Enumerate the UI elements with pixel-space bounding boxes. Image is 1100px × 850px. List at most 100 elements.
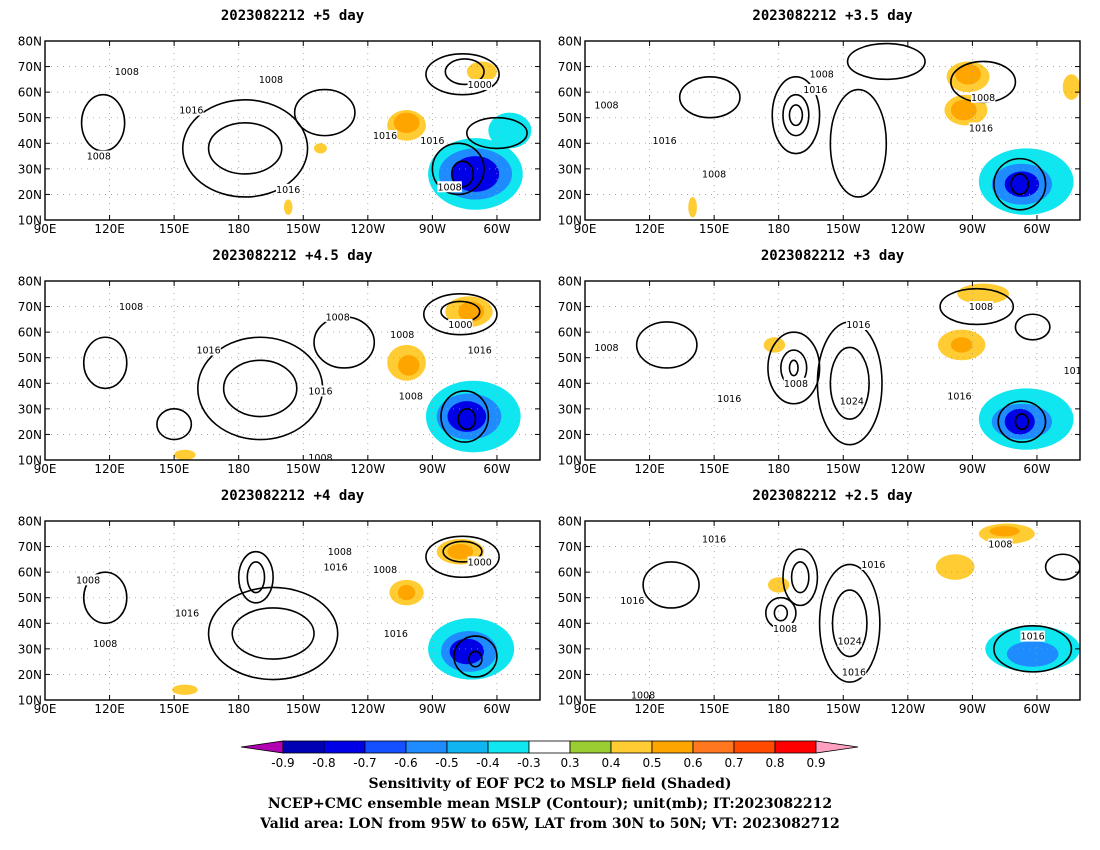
x-tick-label: 120W (890, 222, 925, 236)
caption-line-2: NCEP+CMC ensemble mean MSLP (Contour); u… (267, 796, 833, 812)
panel-3: 2023082212 +4.5 day 1008 1008 1008 1000 1016 1… (18, 248, 541, 476)
y-tick-label: 20N (558, 428, 582, 442)
y-tick-label: 20N (18, 428, 42, 442)
contour-label-bg (93, 638, 118, 650)
contour-label-bg (1063, 365, 1080, 376)
contour-label-bg (839, 395, 865, 407)
sensitivity-shade (1004, 408, 1035, 435)
contour-label: 1016 (620, 596, 644, 607)
sensitivity-shade (587, 579, 596, 606)
y-tick-label: 80N (558, 515, 582, 529)
x-tick-label: 90W (419, 222, 446, 236)
contour-label-bg (258, 73, 284, 85)
y-tick-label: 30N (558, 642, 582, 656)
panel-4: 2023082212 +3 day 1008 1016 1008 1008 1016 102… (558, 248, 1081, 476)
contour-label: 1016 (276, 185, 300, 196)
sensitivity-shade (955, 64, 982, 85)
y-tick-label: 30N (558, 162, 582, 176)
mslp-contour (782, 548, 819, 607)
x-tick-label: 90W (419, 462, 446, 476)
y-tick-label: 50N (18, 351, 42, 365)
x-tick-label: 180 (227, 702, 250, 716)
colorbar-tick-label: 0.9 (806, 756, 825, 770)
mslp-contour (818, 563, 881, 683)
contour-label-bg (783, 377, 809, 389)
contour-label: 1008 (308, 453, 332, 464)
mslp-contour (156, 408, 193, 441)
mslp-contour (773, 604, 789, 622)
contour-label: 1008 (971, 93, 995, 104)
contour-label: 1008 (373, 565, 397, 576)
y-tick-label: 60N (18, 566, 42, 580)
x-tick-label: 180 (227, 222, 250, 236)
colorbar-tick-label: 0.4 (601, 756, 620, 770)
sensitivity-shade (688, 196, 697, 218)
contour-label: 1016 (803, 85, 827, 96)
panel-2: 2023082212 +3.5 day 1008 1008 1016 1008 1016 1… (558, 8, 1081, 236)
mslp-contour (939, 287, 1015, 326)
sensitivity-shade (316, 579, 334, 596)
contour-label-bg (327, 546, 353, 558)
y-tick-label: 70N (558, 60, 582, 74)
y-tick-label: 80N (18, 515, 42, 529)
x-tick-label: 60W (483, 702, 510, 716)
x-tick-label: 90E (574, 222, 597, 236)
x-tick-label: 60W (1023, 222, 1050, 236)
contour-label-bg (716, 393, 742, 405)
mslp-contour (466, 116, 528, 150)
y-tick-label: 40N (18, 617, 42, 631)
panel-frame (44, 280, 541, 461)
contour-label: 1008 (259, 75, 283, 86)
contour-label: 1008 (326, 312, 350, 323)
caption-line-1: Sensitivity of EOF PC2 to MSLP field (Sh… (368, 776, 732, 792)
x-tick-label: 60W (483, 462, 510, 476)
x-tick-label: 120W (350, 222, 385, 236)
y-tick-label: 60N (558, 86, 582, 100)
contour-label: 1008 (810, 70, 834, 81)
panel-title: 2023082212 +4.5 day (212, 248, 373, 264)
x-tick-label: 90E (574, 462, 597, 476)
mslp-contour (1044, 553, 1080, 581)
x-tick-label: 90W (419, 702, 446, 716)
contour-label: 1016 (969, 123, 993, 134)
colorbar-box (446, 740, 489, 754)
x-tick-label: 60W (1023, 462, 1050, 476)
contour-label-bg (968, 301, 994, 313)
contour-label-bg (118, 301, 144, 313)
colorbar-box (569, 740, 612, 754)
y-tick-label: 70N (18, 60, 42, 74)
contour-label-bg (323, 561, 348, 573)
y-tick-label: 50N (18, 111, 42, 125)
x-tick-label: 90W (959, 702, 986, 716)
contour-label-bg (594, 99, 619, 111)
x-tick-label: 150E (699, 702, 730, 716)
colorbar-box (364, 740, 407, 754)
x-tick-label: 150E (159, 702, 190, 716)
y-tick-label: 40N (18, 377, 42, 391)
sensitivity-shade (49, 559, 63, 585)
x-tick-label: 120E (634, 702, 665, 716)
mslp-contour (771, 76, 821, 155)
contour-label-bg (701, 533, 727, 545)
contour-label-bg (809, 68, 834, 80)
mslp-contour (207, 122, 283, 175)
y-tick-label: 80N (18, 35, 42, 49)
contour-label-bg (988, 538, 1013, 550)
contour-label-bg (846, 318, 871, 330)
mslp-contour (993, 625, 1073, 673)
x-tick-label: 120E (94, 702, 125, 716)
mslp-contour (997, 400, 1047, 443)
contour-label: 1016 (175, 609, 199, 620)
colorbar-tick-label: -0.4 (476, 756, 499, 770)
y-tick-label: 40N (558, 137, 582, 151)
y-tick-label: 30N (18, 402, 42, 416)
x-tick-label: 120E (94, 462, 125, 476)
y-tick-label: 50N (558, 351, 582, 365)
x-tick-label: 90W (959, 462, 986, 476)
sensitivity-shade (314, 143, 327, 154)
y-tick-label: 70N (558, 300, 582, 314)
x-tick-label: 150W (826, 462, 861, 476)
sensitivity-shade (767, 577, 790, 593)
sensitivity-shade (64, 107, 73, 118)
sensitivity-shade (466, 61, 497, 82)
